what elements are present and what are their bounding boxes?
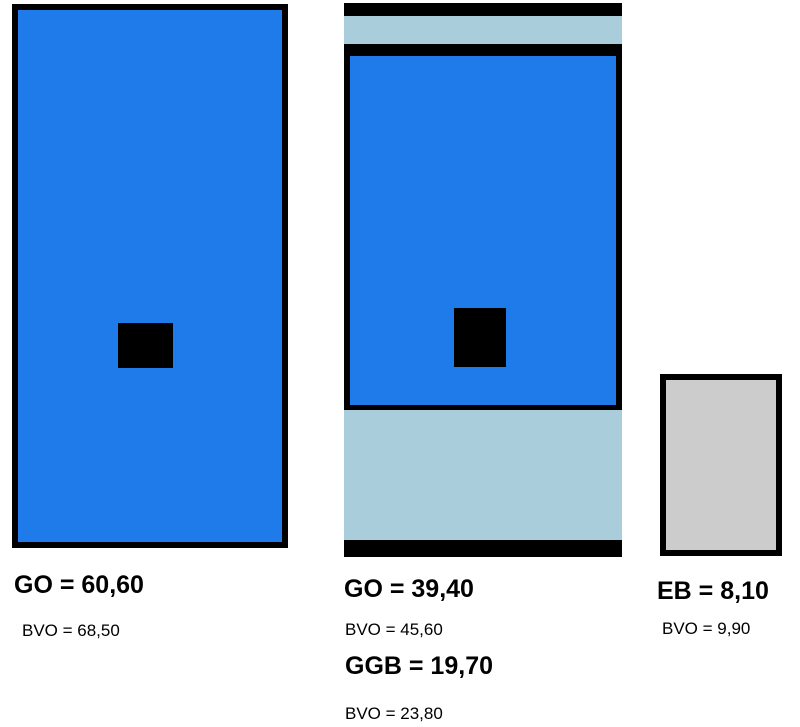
diagram-3-bvo-label: BVO = 9,90 <box>662 619 751 638</box>
diagram-2-separator <box>344 44 622 50</box>
diagram-3-eb-label: EB = 8,10 <box>657 577 769 605</box>
diagram-2-ggb-bvo-label: BVO = 23,80 <box>345 704 443 723</box>
diagram-1-marker <box>118 323 173 368</box>
diagram-1-floor-area <box>12 4 288 548</box>
diagram-3-storage-area <box>660 374 782 556</box>
diagram-1-bvo-label: BVO = 68,50 <box>22 621 120 640</box>
diagram-2-marker <box>454 308 506 367</box>
diagram-2-go-label: GO = 39,40 <box>344 575 474 603</box>
diagram-2-bottom-band <box>344 410 622 540</box>
diagram-1-go-label: GO = 60,60 <box>14 571 144 599</box>
diagram-2-top-bar <box>344 3 622 16</box>
diagram-2-bottom-bar <box>344 540 622 557</box>
diagram-2-ggb-label: GGB = 19,70 <box>345 652 493 680</box>
diagram-2-bvo-label: BVO = 45,60 <box>345 620 443 639</box>
diagram-2-top-band <box>344 16 622 44</box>
